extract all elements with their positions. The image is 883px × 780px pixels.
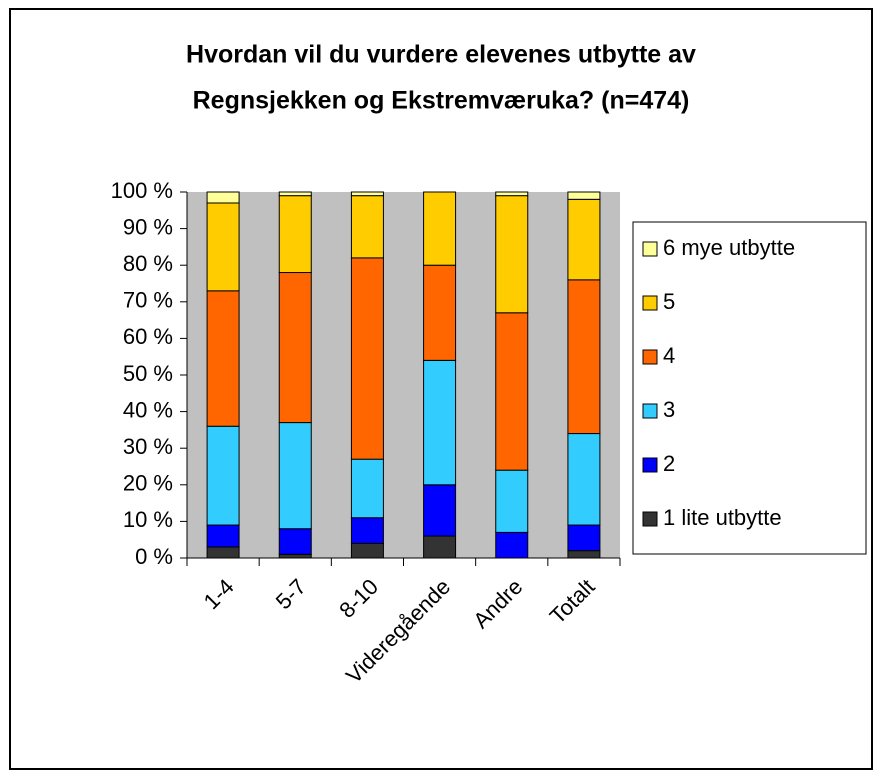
- bar-segment: [495, 191, 529, 197]
- legend-box: [632, 221, 867, 555]
- bar-segment: [423, 264, 457, 361]
- bar-segment: [278, 272, 312, 424]
- bar-segment: [278, 528, 312, 555]
- legend-swatch: [642, 349, 658, 365]
- bar-segment: [350, 257, 384, 460]
- y-tick-label: 30 %: [123, 434, 173, 459]
- bar-segment: [350, 542, 384, 559]
- legend-label: 5: [663, 289, 675, 314]
- bar-segment: [495, 312, 529, 471]
- bar-segment: [206, 546, 240, 559]
- legend-label: 3: [663, 397, 675, 422]
- y-tick-label: 40 %: [123, 397, 173, 422]
- bar-segment: [567, 279, 601, 435]
- bar-segment: [350, 191, 384, 197]
- plot-area: [187, 192, 620, 558]
- legend-label: 2: [663, 451, 675, 476]
- bar-segment: [423, 484, 457, 537]
- bar-segment: [206, 202, 240, 292]
- bar-segment: [350, 458, 384, 519]
- bar-segment: [567, 524, 601, 552]
- bar-segment: [495, 469, 529, 533]
- bar-segment: [206, 524, 240, 548]
- bar-segment: [278, 191, 312, 197]
- y-tick-label: 0 %: [135, 544, 173, 569]
- bar-segment: [350, 195, 384, 259]
- bar-segment: [567, 433, 601, 526]
- y-tick-label: 50 %: [123, 361, 173, 386]
- legend-swatch: [642, 295, 658, 311]
- bar-segment: [206, 425, 240, 526]
- y-tick-label: 100 %: [111, 178, 173, 203]
- legend-swatch: [642, 511, 658, 527]
- chart-title: Regnsjekken og Ekstremværuka? (n=474): [193, 87, 690, 115]
- y-tick-label: 10 %: [123, 507, 173, 532]
- legend-label: 1 lite utbytte: [663, 505, 782, 530]
- legend-swatch: [642, 457, 658, 473]
- bar-segment: [495, 531, 529, 559]
- bar-segment: [567, 550, 601, 559]
- bar-segment: [278, 422, 312, 530]
- bar-segment: [350, 517, 384, 544]
- bar-segment: [278, 195, 312, 274]
- y-tick-label: 90 %: [123, 214, 173, 239]
- bar-segment: [423, 359, 457, 486]
- y-tick-label: 70 %: [123, 288, 173, 313]
- bar-segment: [278, 553, 312, 559]
- legend-swatch: [642, 241, 658, 257]
- legend-label: 6 mye utbytte: [663, 235, 795, 260]
- bar-segment: [206, 290, 240, 427]
- chart-title: Hvordan vil du vurdere elevenes utbytte …: [186, 41, 696, 69]
- y-tick-label: 60 %: [123, 324, 173, 349]
- y-tick-label: 20 %: [123, 471, 173, 496]
- bar-segment: [567, 198, 601, 281]
- legend-swatch: [642, 403, 658, 419]
- legend-label: 4: [663, 343, 675, 368]
- bar-segment: [423, 191, 457, 266]
- bar-segment: [567, 191, 601, 200]
- bar-segment: [423, 535, 457, 559]
- y-tick-label: 80 %: [123, 251, 173, 276]
- bar-segment: [495, 195, 529, 314]
- bar-segment: [206, 191, 240, 204]
